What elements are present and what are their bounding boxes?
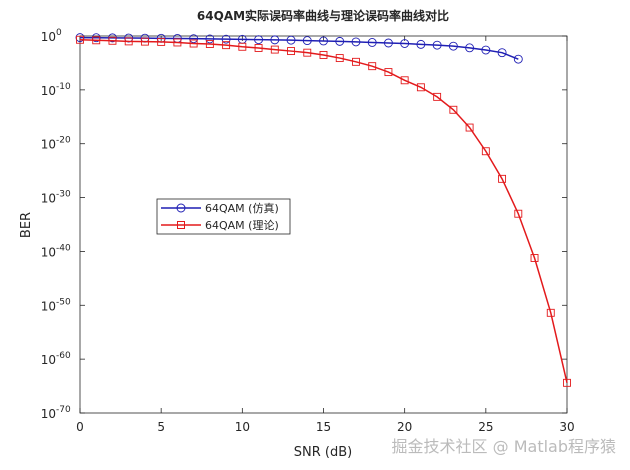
marker xyxy=(497,48,507,58)
marker xyxy=(221,34,231,44)
series-line xyxy=(79,36,519,60)
marker xyxy=(140,37,149,46)
marker xyxy=(383,38,393,48)
marker xyxy=(205,40,214,49)
y-tick-exponent: -10 xyxy=(56,82,71,92)
y-tick-exponent: -60 xyxy=(56,351,71,361)
marker xyxy=(303,48,312,57)
marker xyxy=(400,39,410,48)
chart-title: 64QAM实际误码率曲线与理论误码率曲线对比 xyxy=(197,8,449,23)
marker xyxy=(76,35,84,44)
y-tick-label: 10 xyxy=(41,138,56,152)
x-tick-label: 25 xyxy=(478,420,493,434)
marker xyxy=(335,36,345,46)
y-tick-exponent: -20 xyxy=(56,136,71,146)
y-tick-label: 10 xyxy=(41,299,56,313)
plot-frame xyxy=(79,35,568,414)
marker xyxy=(108,36,117,45)
marker xyxy=(108,33,117,43)
marker xyxy=(465,43,475,53)
y-tick-label: 10 xyxy=(41,245,56,259)
marker xyxy=(189,34,199,44)
marker xyxy=(465,123,474,132)
x-tick-label: 5 xyxy=(157,420,165,434)
series-line xyxy=(79,39,568,383)
legend-marker xyxy=(176,203,186,213)
y-tick-exponent: -30 xyxy=(56,190,71,200)
marker xyxy=(270,35,280,45)
marker xyxy=(448,41,458,51)
marker xyxy=(205,34,215,44)
marker xyxy=(222,41,231,50)
y-tick-label: 10 xyxy=(41,407,56,421)
marker xyxy=(92,36,101,45)
marker xyxy=(157,37,166,46)
marker xyxy=(368,62,377,71)
marker xyxy=(319,36,328,46)
marker xyxy=(254,35,264,45)
marker xyxy=(367,38,377,47)
marker xyxy=(173,38,182,47)
y-axis-label: BER xyxy=(19,212,34,238)
y-tick-exponent: -50 xyxy=(56,297,71,307)
marker xyxy=(351,37,361,47)
marker xyxy=(335,54,344,63)
marker xyxy=(287,47,295,56)
marker xyxy=(286,35,296,45)
marker xyxy=(254,44,263,52)
marker xyxy=(481,147,490,156)
marker xyxy=(449,105,458,114)
x-tick-label: 30 xyxy=(559,420,574,434)
marker xyxy=(189,39,198,48)
marker xyxy=(75,33,85,43)
marker xyxy=(352,57,360,66)
y-tick-label: 10 xyxy=(41,84,56,98)
y-tick-label: 10 xyxy=(41,192,56,206)
watermark: 掘金技术社区 @ Matlab程序猿 xyxy=(392,437,616,456)
y-tick-exponent: -70 xyxy=(56,405,71,415)
marker xyxy=(416,39,426,49)
marker xyxy=(530,254,539,262)
marker xyxy=(270,45,279,54)
marker xyxy=(546,308,555,317)
y-tick-exponent: -40 xyxy=(56,243,71,253)
marker xyxy=(416,83,425,92)
legend-label: 64QAM (仿真) xyxy=(205,201,279,215)
x-tick-label: 15 xyxy=(316,420,331,434)
marker xyxy=(319,51,328,59)
marker xyxy=(563,378,571,387)
marker xyxy=(302,36,312,46)
y-tick-exponent: 0 xyxy=(56,28,62,38)
marker xyxy=(238,42,247,51)
marker xyxy=(91,33,101,43)
marker xyxy=(400,76,409,85)
x-tick-label: 20 xyxy=(397,420,412,434)
marker xyxy=(513,54,523,64)
x-axis-label: SNR (dB) xyxy=(294,445,352,460)
x-tick-label: 10 xyxy=(235,420,250,434)
marker xyxy=(481,45,491,55)
x-tick-label: 0 xyxy=(76,420,84,434)
y-tick-label: 10 xyxy=(41,30,56,44)
marker xyxy=(432,40,442,50)
marker xyxy=(384,68,393,77)
legend-marker xyxy=(177,221,185,229)
legend-label: 64QAM (理论) xyxy=(205,218,279,232)
marker xyxy=(514,209,523,218)
y-tick-label: 10 xyxy=(41,353,56,367)
marker xyxy=(124,37,133,46)
marker xyxy=(433,92,442,101)
marker xyxy=(498,174,507,183)
